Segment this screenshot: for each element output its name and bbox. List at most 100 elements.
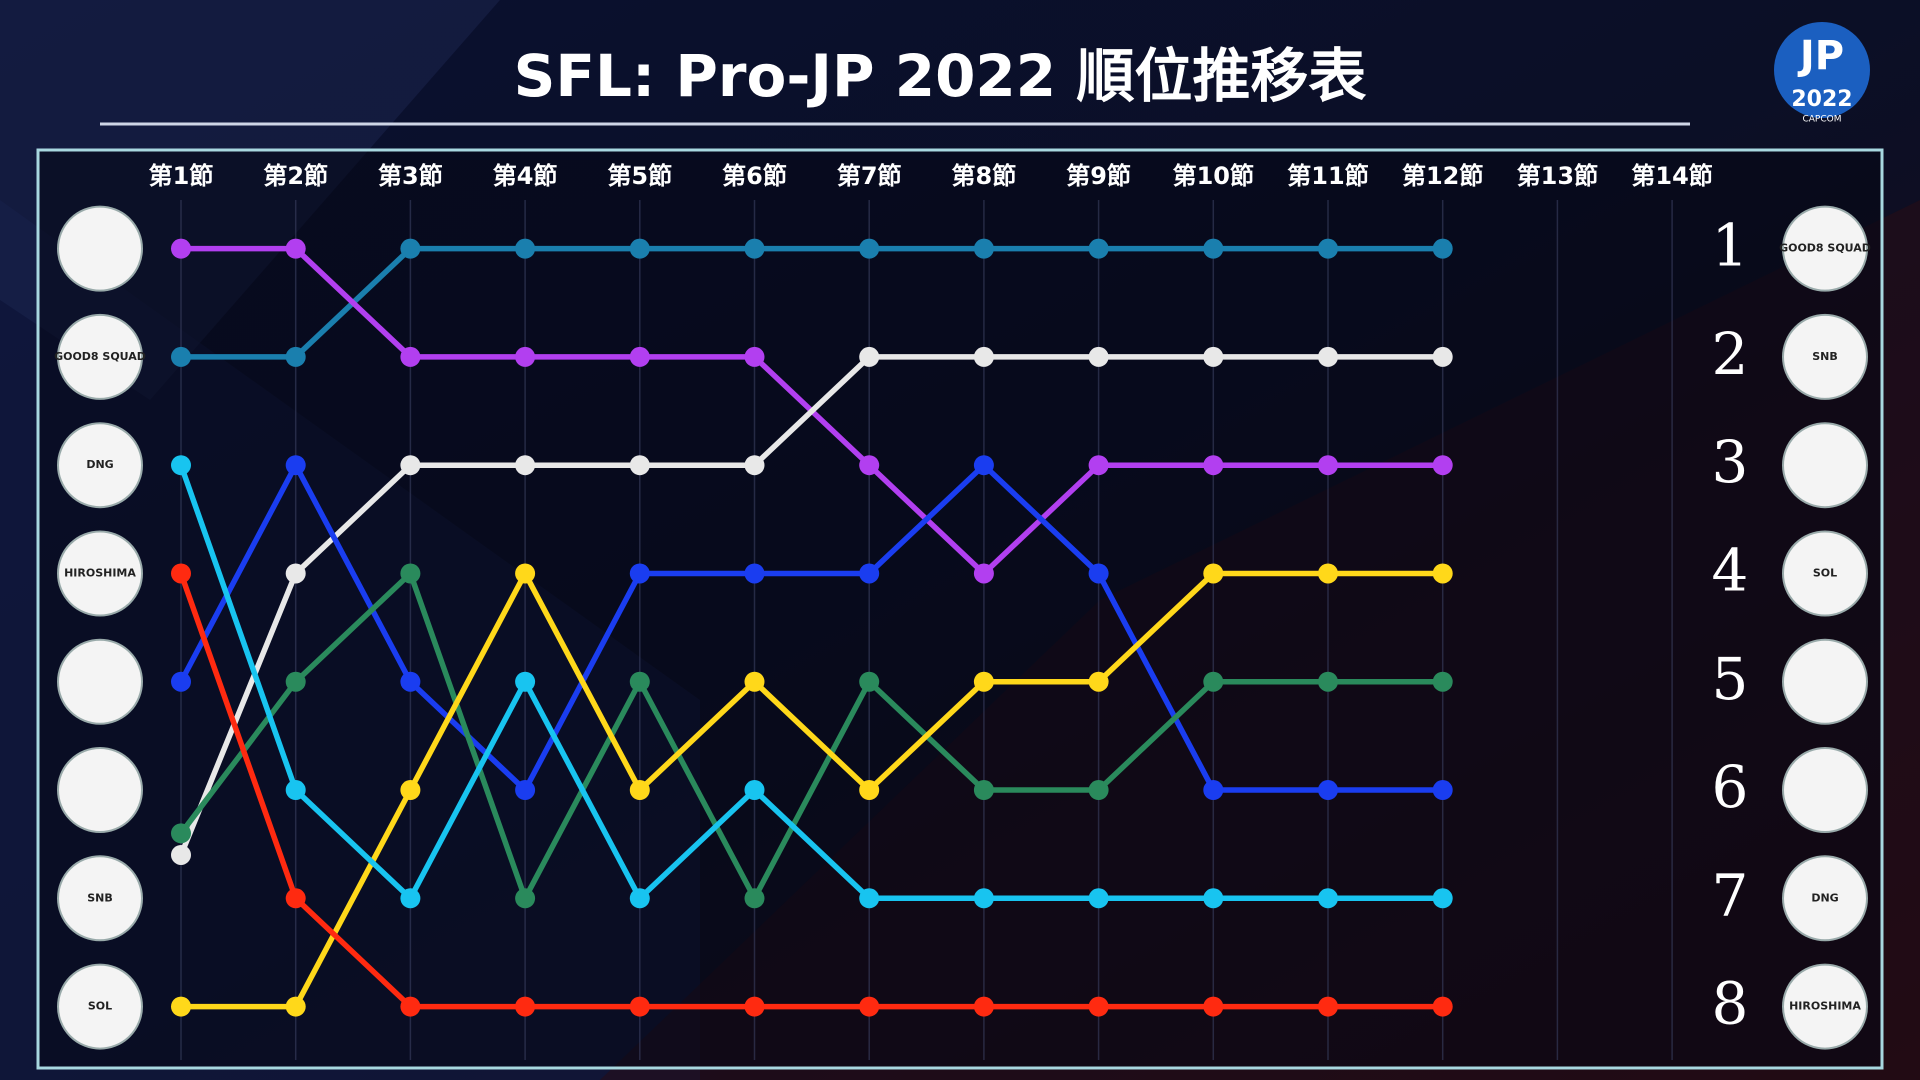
- rank-dot: [973, 455, 994, 476]
- rank-dot: [400, 780, 421, 801]
- rank-dot: [1088, 780, 1109, 801]
- rank-dot: [1318, 996, 1338, 1017]
- rank-dot: [1432, 888, 1453, 909]
- rank-dot: [629, 888, 650, 909]
- team-badge: [57, 530, 143, 617]
- y-tick-label: 5: [1712, 645, 1749, 713]
- series: [171, 563, 1453, 1017]
- rank-dot: [744, 455, 765, 476]
- series: [171, 455, 1453, 801]
- rank-dot: [1318, 346, 1338, 367]
- rank-dot: [1318, 671, 1338, 692]
- logo-maker: CAPCOM: [1802, 115, 1841, 125]
- rank-dot: [1088, 996, 1109, 1017]
- rank-line: [178, 354, 1443, 857]
- team-badge-label: DNG: [1811, 891, 1838, 904]
- team-badge-label: DNG: [86, 458, 113, 471]
- rank-dot: [1432, 238, 1453, 259]
- y-tick-label: 7: [1712, 861, 1749, 929]
- team-badge-label: GOOD8 SQUAD: [1779, 242, 1871, 255]
- y-tick-label: 8: [1712, 970, 1749, 1038]
- rank-dot: [629, 780, 650, 801]
- rank-dot: [629, 996, 650, 1017]
- team-badge-label: HIROSHIMA: [1789, 1000, 1861, 1013]
- rank-dot: [1203, 888, 1224, 909]
- rank-dot: [285, 671, 306, 692]
- rank-dot: [1432, 563, 1453, 584]
- rank-line: [178, 464, 1443, 902]
- logo-year: 2022: [1791, 87, 1852, 112]
- rank-dot: [744, 346, 765, 367]
- rank-dot: [1088, 563, 1109, 584]
- rank-dot: [973, 996, 994, 1017]
- rank-dot: [859, 671, 880, 692]
- rank-dot: [973, 238, 994, 259]
- team-badge: [57, 638, 143, 725]
- rank-dot: [1318, 238, 1338, 259]
- rank-line: [178, 572, 1443, 1010]
- rank-dot: [1318, 455, 1338, 476]
- y-tick-label: 4: [1712, 536, 1749, 604]
- team-badge: [1782, 422, 1868, 509]
- rank-dot: [400, 455, 421, 476]
- team-badge: [57, 205, 143, 292]
- rank-dot: [744, 238, 765, 259]
- rank-dot: [400, 996, 421, 1017]
- team-badge: [57, 963, 143, 1050]
- x-tick-label: 第8節: [952, 162, 1017, 190]
- rank-dot: [1432, 780, 1453, 801]
- rank-dot: [973, 563, 994, 584]
- rank-dot: [171, 346, 191, 367]
- rank-dot: [285, 346, 306, 367]
- rank-dot: [1088, 671, 1109, 692]
- rank-dot: [744, 563, 765, 584]
- rank-dot: [859, 780, 880, 801]
- team-badge: [57, 855, 143, 942]
- rank-dot: [515, 238, 536, 259]
- rank-dot: [515, 563, 536, 584]
- rank-dot: [629, 563, 650, 584]
- rank-dot: [1432, 671, 1453, 692]
- series: [171, 455, 1453, 909]
- team-badge-label: SNB: [87, 891, 113, 904]
- rank-dot: [1203, 780, 1224, 801]
- rank-dot: [171, 563, 191, 584]
- team-badge: [57, 747, 143, 834]
- x-tick-label: 第12節: [1402, 162, 1483, 190]
- team-badge-label: SNB: [1812, 350, 1838, 363]
- x-tick-label: 第6節: [722, 162, 787, 190]
- rank-dot: [973, 671, 994, 692]
- rank-dot: [1318, 563, 1338, 584]
- rank-dot: [859, 888, 880, 909]
- rank-dot: [1088, 238, 1109, 259]
- rank-dot: [1432, 996, 1453, 1017]
- team-badge-label: SOL: [88, 1000, 112, 1013]
- team-badge: [1782, 205, 1868, 292]
- rank-dot: [1203, 996, 1224, 1017]
- team-badge: [1782, 747, 1868, 834]
- rank-dot: [629, 671, 650, 692]
- team-badge: [57, 313, 143, 400]
- rank-dot: [400, 671, 421, 692]
- rank-line: [181, 245, 1443, 360]
- team-badge: [1782, 530, 1868, 617]
- chart-title: SFL: Pro-JP 2022 順位推移表: [514, 42, 1367, 110]
- rank-dot: [973, 888, 994, 909]
- rank-dot: [285, 888, 306, 909]
- rank-dot: [171, 996, 191, 1017]
- series: [171, 238, 1453, 367]
- rank-dot: [1088, 888, 1109, 909]
- rank-dot: [285, 455, 306, 476]
- rank-dot: [744, 780, 765, 801]
- rank-dot: [1203, 455, 1224, 476]
- logo-disc: [1774, 22, 1870, 118]
- rank-dot: [1432, 455, 1453, 476]
- y-tick-label: 3: [1712, 428, 1749, 496]
- rank-dot: [1088, 455, 1109, 476]
- x-tick-label: 第1節: [149, 162, 214, 190]
- x-tick-label: 第10節: [1173, 162, 1254, 190]
- rank-dot: [171, 844, 191, 865]
- team-badge-label: SOL: [1813, 566, 1837, 579]
- rank-line: [178, 462, 1443, 793]
